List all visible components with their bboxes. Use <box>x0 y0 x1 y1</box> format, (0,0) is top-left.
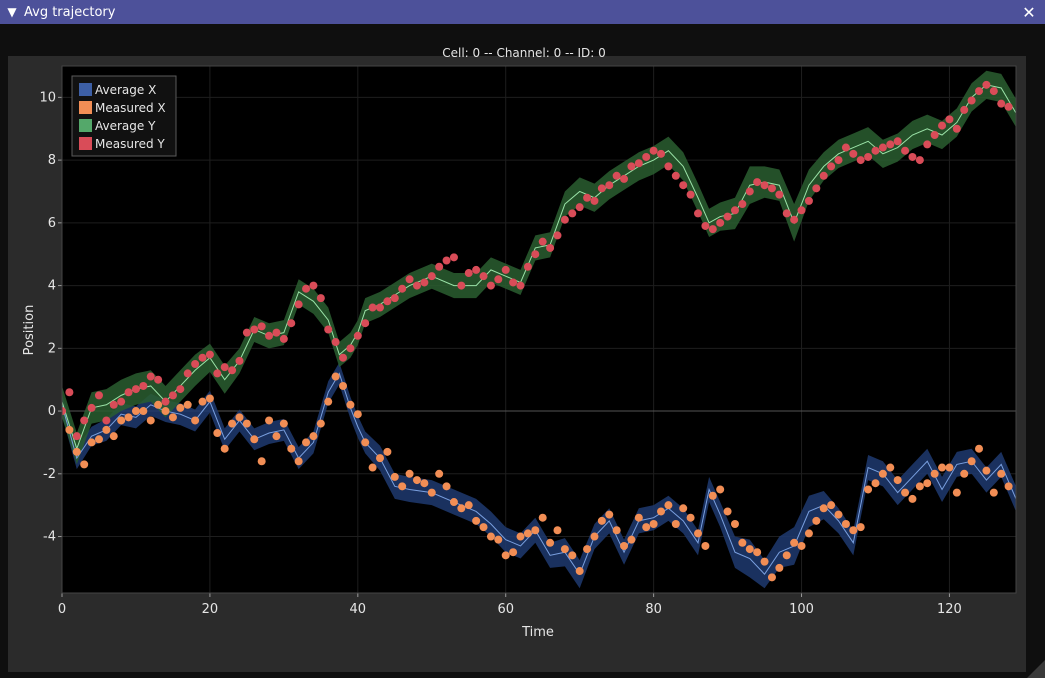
window-title: Avg trajectory <box>24 4 116 20</box>
window-titlebar[interactable]: ▼ Avg trajectory ✕ <box>0 0 1045 24</box>
resize-grip-icon[interactable] <box>1027 660 1045 678</box>
close-icon[interactable]: ✕ <box>1022 2 1036 22</box>
plot-frame[interactable] <box>8 56 1026 672</box>
triangle-down-icon[interactable]: ▼ <box>7 5 17 19</box>
window-body <box>0 24 1045 678</box>
